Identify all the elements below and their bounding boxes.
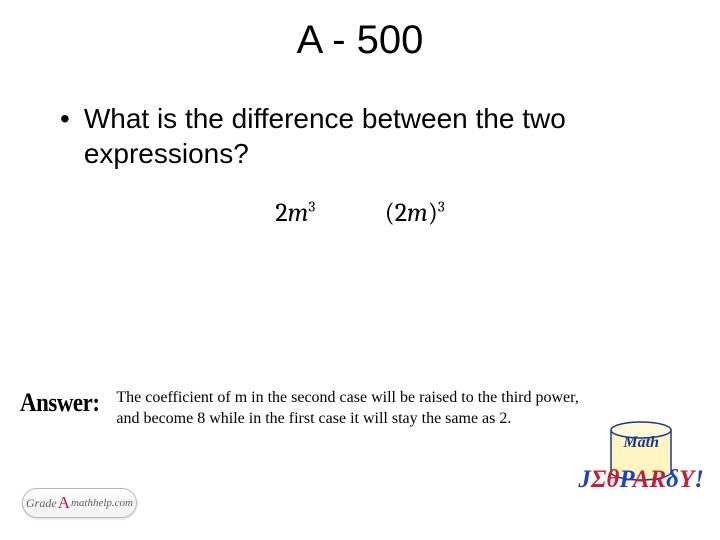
answer-label: Answer: xyxy=(20,388,100,418)
expressions: 2m3 (2m)3 xyxy=(60,197,660,228)
jeopardy-word: JΣθPARδY! xyxy=(578,466,704,494)
slide-title: A - 500 xyxy=(0,0,720,63)
logo-mathhelp: mathhelp.com xyxy=(71,497,133,509)
jeopardy-block: Math JΣθPARδY! xyxy=(578,420,704,528)
math-label: Math xyxy=(578,434,704,452)
site-logo-badge: Grade A mathhelp.com xyxy=(22,488,137,518)
logo-a: A xyxy=(58,493,70,513)
logo-grade: Grade xyxy=(26,496,57,511)
question-area: • What is the difference between the two… xyxy=(0,63,720,228)
expression-1: 2m3 xyxy=(275,198,315,228)
answer-text: The coefficient of m in the second case … xyxy=(116,388,596,430)
bullet-icon: • xyxy=(60,101,70,136)
expression-2: (2m)3 xyxy=(385,198,445,228)
question-row: • What is the difference between the two… xyxy=(60,101,660,171)
question-text: What is the difference between the two e… xyxy=(84,101,660,171)
